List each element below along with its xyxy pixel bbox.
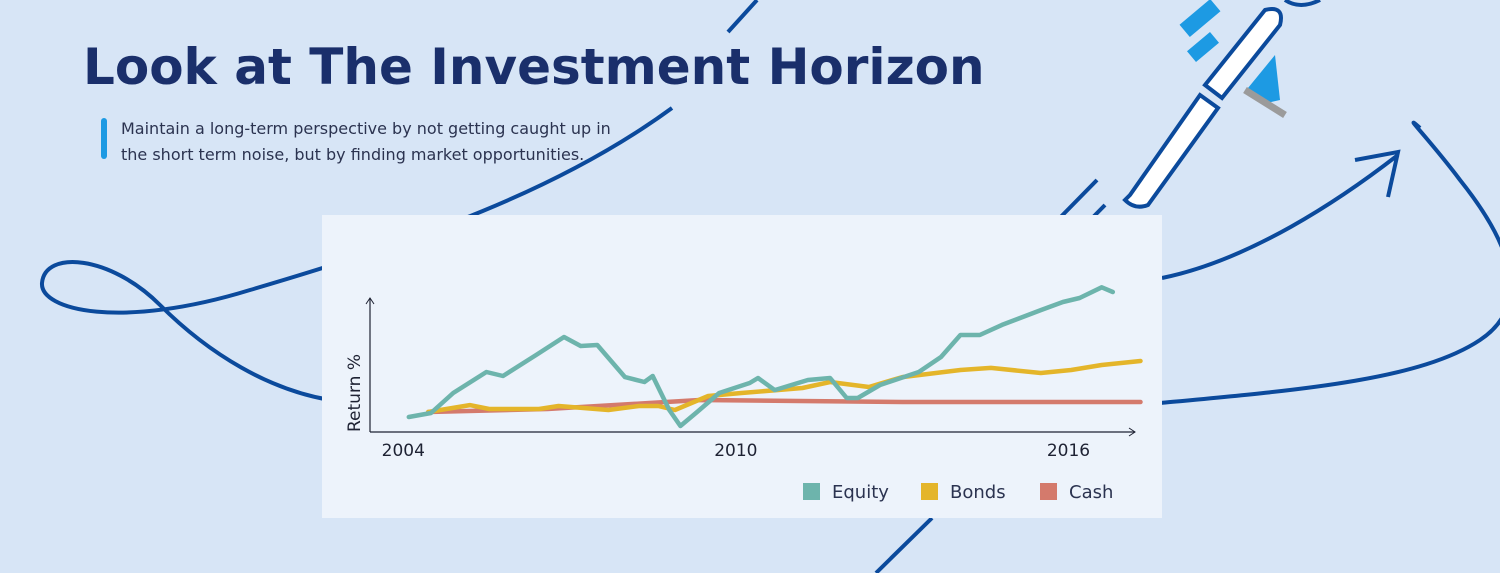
series-line xyxy=(406,285,1116,429)
x-axis-arrow xyxy=(1128,427,1136,437)
y-axis-arrow xyxy=(365,297,375,305)
x-tick-label: 2004 xyxy=(382,441,425,461)
page-title: Look at The Investment Horizon xyxy=(83,38,985,96)
legend-label: Equity xyxy=(832,482,889,503)
subtitle-line: Maintain a long-term perspective by not … xyxy=(121,119,611,138)
legend-swatch xyxy=(1040,483,1057,500)
subtitle-line: the short term noise, but by finding mar… xyxy=(121,145,584,164)
accent-bar xyxy=(101,118,107,159)
series-line xyxy=(425,358,1143,415)
legend-label: Bonds xyxy=(950,482,1006,503)
plot: Return % xyxy=(345,297,1136,437)
legend-swatch xyxy=(803,483,820,500)
x-tick-label: 2016 xyxy=(1047,441,1090,461)
legend-label: Cash xyxy=(1069,482,1113,503)
rocket xyxy=(1122,0,1321,209)
y-axis-label: Return % xyxy=(345,354,365,432)
x-tick-label: 2010 xyxy=(714,441,757,461)
legend-swatch xyxy=(921,483,938,500)
chart-panel xyxy=(322,215,1162,518)
